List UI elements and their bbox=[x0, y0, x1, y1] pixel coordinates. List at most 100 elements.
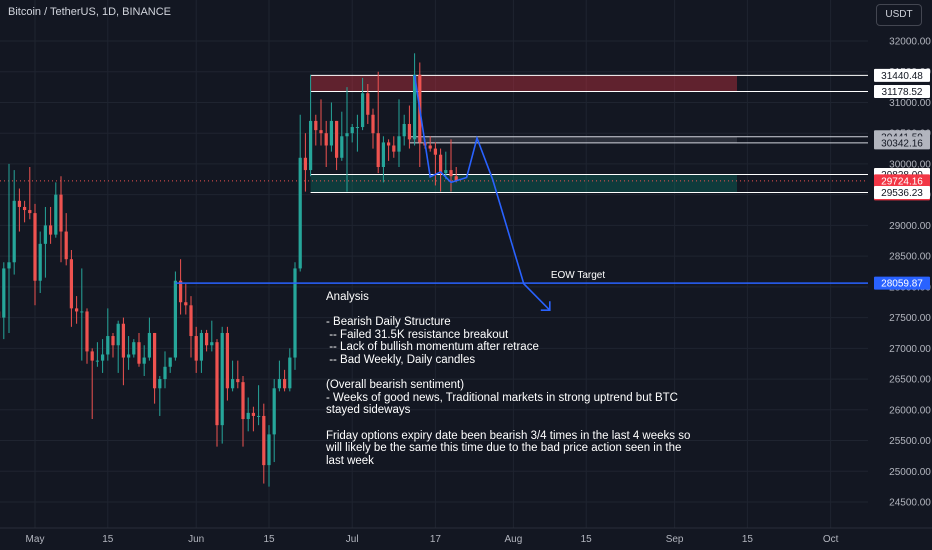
analysis-line bbox=[326, 304, 746, 317]
candle bbox=[262, 415, 266, 466]
candle bbox=[17, 200, 22, 207]
candle bbox=[381, 142, 386, 168]
projection-path bbox=[413, 75, 551, 311]
candle bbox=[7, 262, 11, 269]
candle bbox=[293, 268, 297, 358]
price-tick-label: 27000.00 bbox=[889, 344, 931, 355]
price-axis[interactable]: 32000.0031500.0031000.0030500.0030000.00… bbox=[868, 0, 932, 550]
analysis-line: Friday options expiry date been bearish … bbox=[326, 429, 691, 442]
price-tick-label: 30000.00 bbox=[889, 159, 931, 170]
candle bbox=[100, 354, 105, 361]
analysis-line: last week bbox=[326, 454, 374, 467]
analysis-line: Analysis bbox=[326, 291, 369, 303]
candle bbox=[95, 360, 100, 362]
candle bbox=[90, 351, 94, 361]
analysis-line: (Overall bearish sentiment) bbox=[326, 379, 465, 392]
price-tick-label: 31000.00 bbox=[889, 98, 931, 109]
candle bbox=[189, 305, 193, 337]
candle bbox=[199, 332, 204, 361]
candle bbox=[438, 154, 443, 174]
candle bbox=[303, 157, 308, 171]
analysis-line bbox=[326, 367, 746, 380]
candle bbox=[340, 136, 344, 158]
gray-zone bbox=[409, 136, 737, 143]
candle bbox=[345, 133, 349, 137]
price-label-box bbox=[874, 68, 930, 82]
price-tick-label: 24500.00 bbox=[889, 498, 931, 509]
price-label-text: 29724.16 bbox=[881, 176, 923, 187]
candle bbox=[126, 354, 131, 358]
time-axis[interactable]: May 15 Jun 15 Jul 17 Aug 15 Sep 15 Oct bbox=[0, 527, 932, 545]
analysis-line: will likely be the same this time due to… bbox=[326, 442, 682, 455]
candle bbox=[225, 332, 230, 389]
candle bbox=[267, 434, 271, 466]
candle bbox=[48, 225, 53, 235]
analysis-line: - Weeks of good news, Traditional market… bbox=[326, 391, 678, 404]
price-label-box bbox=[874, 136, 930, 150]
price-tick-label: 27500.00 bbox=[889, 313, 931, 324]
analysis-line bbox=[326, 417, 746, 430]
symbol-title: Bitcoin / TetherUS, 1D, BINANCE bbox=[8, 6, 172, 18]
candle bbox=[28, 210, 32, 214]
time-tick-label: Jun bbox=[188, 534, 204, 545]
candle bbox=[2, 268, 6, 318]
candlestick-series bbox=[0, 53, 458, 487]
chart-overlays: EOW Target bbox=[175, 75, 868, 312]
price-tick-label: 25000.00 bbox=[889, 467, 931, 478]
price-label-box bbox=[874, 174, 930, 188]
candle bbox=[236, 379, 240, 383]
candle bbox=[360, 93, 365, 128]
price-tick-label: 25500.00 bbox=[889, 436, 931, 447]
candle bbox=[43, 225, 48, 244]
candle bbox=[251, 412, 256, 416]
candle bbox=[204, 332, 209, 346]
candle bbox=[137, 342, 141, 364]
candle bbox=[194, 336, 198, 361]
candle bbox=[69, 259, 74, 309]
candle bbox=[444, 170, 448, 174]
candle bbox=[12, 200, 16, 263]
candle bbox=[454, 176, 458, 181]
candle bbox=[402, 123, 406, 137]
candle bbox=[386, 142, 391, 146]
time-tick-label: 15 bbox=[263, 534, 275, 545]
candle bbox=[116, 323, 120, 346]
price-label-box bbox=[874, 84, 930, 98]
time-tick-label: Jul bbox=[346, 534, 359, 545]
price-label-box bbox=[874, 185, 930, 199]
candle bbox=[111, 336, 115, 346]
time-tick-label: 15 bbox=[742, 534, 754, 545]
candle bbox=[33, 213, 37, 281]
price-tick-label: 32000.00 bbox=[889, 37, 931, 48]
price-label-text: 30342.16 bbox=[881, 138, 923, 149]
candle bbox=[277, 379, 282, 389]
price-zones bbox=[0, 74, 868, 193]
candle bbox=[184, 302, 188, 306]
time-tick-label: Oct bbox=[823, 534, 839, 545]
candle bbox=[376, 133, 380, 168]
price-labels: 31440.4831178.5230441.5930342.1629828.00… bbox=[874, 68, 930, 290]
candle bbox=[288, 357, 292, 389]
candle bbox=[449, 170, 453, 177]
candle bbox=[38, 243, 42, 281]
candle bbox=[59, 194, 63, 232]
analysis-line: -- Lack of bullish momentum after retrac… bbox=[326, 341, 539, 354]
analysis-line: -- Failed 31.5K resistance breakout bbox=[326, 328, 509, 341]
price-label-text: 28059.87 bbox=[881, 279, 923, 290]
candle bbox=[168, 357, 172, 367]
candle bbox=[54, 194, 58, 235]
price-label-text: 31178.52 bbox=[882, 87, 923, 98]
currency-button[interactable]: USDT bbox=[876, 4, 922, 26]
time-tick-label: Sep bbox=[666, 534, 684, 545]
analysis-line: stayed sideways bbox=[326, 404, 411, 417]
candle bbox=[173, 280, 178, 358]
time-tick-label: 15 bbox=[102, 534, 114, 545]
candle bbox=[163, 366, 167, 380]
eow-target-label: EOW Target bbox=[551, 270, 605, 281]
candle bbox=[241, 382, 245, 420]
candle bbox=[210, 342, 214, 346]
candle bbox=[392, 145, 396, 152]
candle bbox=[220, 332, 224, 426]
analysis-line: -- Bad Weekly, Daily candles bbox=[326, 353, 476, 366]
